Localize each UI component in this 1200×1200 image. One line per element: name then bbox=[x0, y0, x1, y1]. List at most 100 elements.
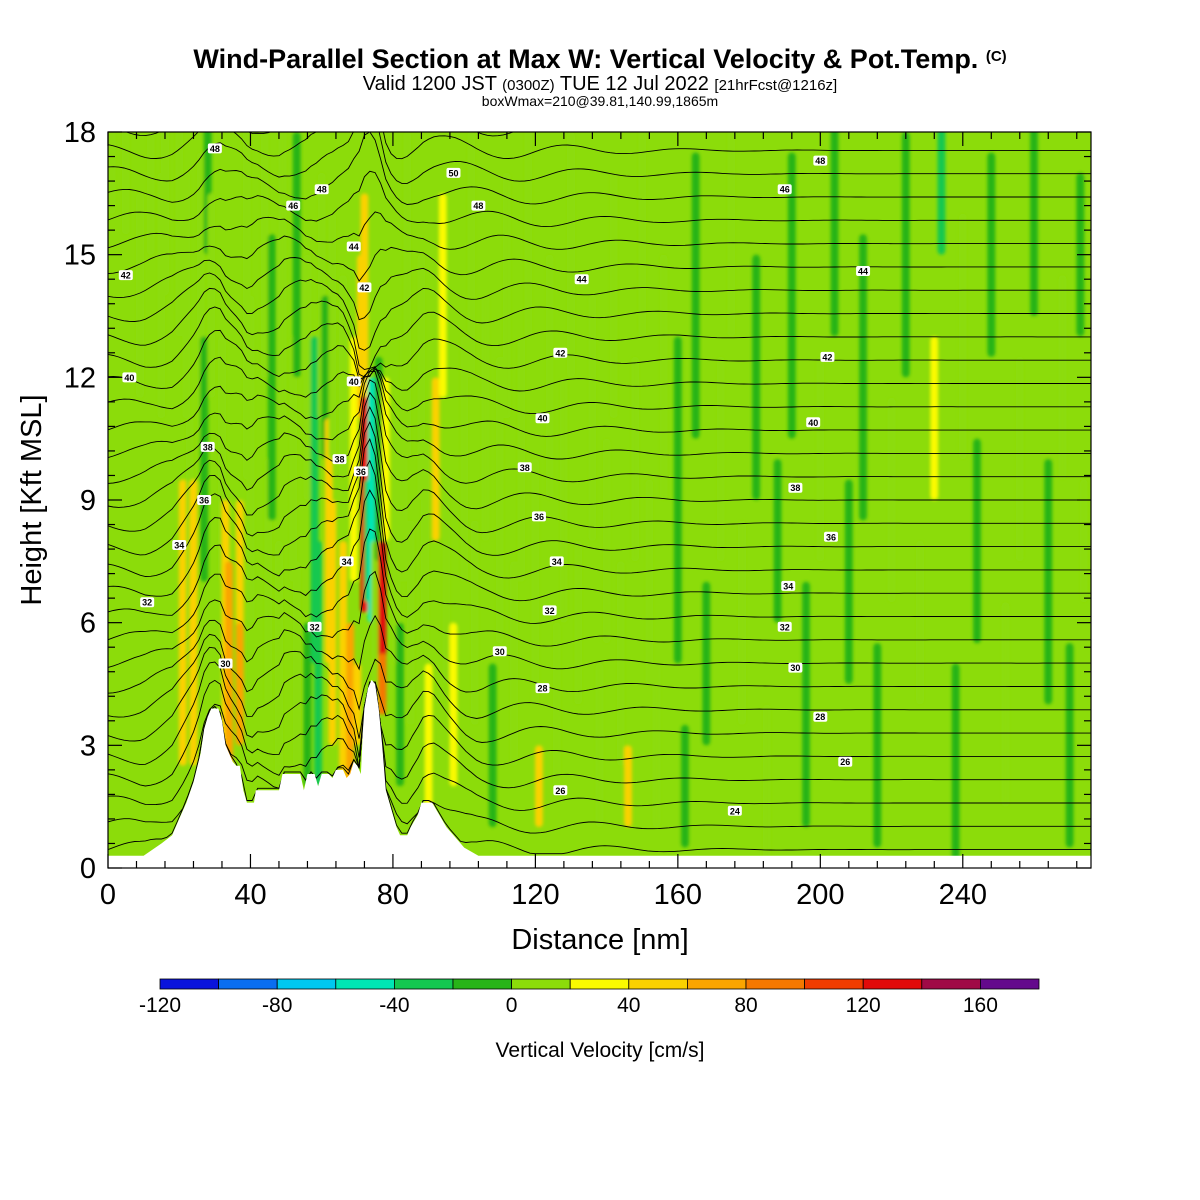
velocity-cell bbox=[292, 132, 301, 378]
isentrope-line bbox=[108, 257, 1091, 321]
contour-label-bg bbox=[531, 511, 546, 522]
contour-label-text: 32 bbox=[142, 598, 152, 608]
contour-label-text: 36 bbox=[199, 496, 209, 506]
velocity-cell bbox=[1001, 602, 1010, 807]
contour-label: 40 bbox=[122, 372, 137, 383]
x-axis-label: Distance [nm] bbox=[511, 924, 688, 956]
colorbar-segment bbox=[745, 978, 805, 990]
contour-labels: 48 46 42 40 38 36 34 32 30 48 44 42 40 38 36 34 32 50 48 44… bbox=[118, 143, 871, 816]
isentrope-line bbox=[108, 235, 1091, 282]
x-tick-label: 0 bbox=[100, 879, 116, 911]
x-tick-label: 160 bbox=[654, 879, 702, 911]
velocity-cell bbox=[303, 622, 312, 787]
velocity-cell bbox=[346, 622, 355, 787]
contour-label: 38 bbox=[788, 482, 803, 493]
isentrope-line bbox=[108, 211, 1091, 250]
velocity-cell bbox=[136, 193, 144, 398]
contour-label: 34 bbox=[781, 580, 796, 591]
contour-label-text: 30 bbox=[221, 659, 231, 669]
contour-label-text: 32 bbox=[310, 622, 320, 632]
contour-label-text: 36 bbox=[356, 467, 366, 477]
vertical-velocity-field bbox=[108, 132, 1088, 868]
contour-label: 48 bbox=[207, 143, 222, 154]
contour-label-bg bbox=[339, 556, 354, 567]
velocity-cell bbox=[787, 152, 796, 439]
contour-label-text: 44 bbox=[577, 275, 587, 285]
contour-label-bg bbox=[777, 621, 792, 632]
velocity-cell bbox=[830, 132, 839, 337]
contour-label: 32 bbox=[542, 605, 557, 616]
velocity-cell bbox=[424, 663, 433, 828]
isentrope-line bbox=[108, 421, 1091, 556]
contour-label-text: 38 bbox=[334, 455, 344, 465]
contour-label-bg bbox=[200, 441, 215, 452]
velocity-cell bbox=[303, 254, 312, 500]
isentrope-line bbox=[108, 437, 1091, 579]
contour-label-text: 42 bbox=[359, 283, 369, 293]
contour-label-bg bbox=[346, 376, 361, 387]
isentrope-line bbox=[108, 370, 1091, 460]
contour-label-bg bbox=[549, 556, 564, 567]
velocity-cell bbox=[916, 540, 924, 705]
contour-label: 48 bbox=[471, 200, 486, 211]
colorbar-segment bbox=[687, 978, 747, 990]
isentrope-line bbox=[108, 633, 1091, 719]
y-tick-label: 3 bbox=[80, 730, 96, 762]
colorbar-tick-label: 80 bbox=[734, 994, 757, 1017]
contour-label-text: 44 bbox=[858, 267, 868, 277]
isentrope-line bbox=[108, 132, 1091, 205]
velocity-cell bbox=[396, 622, 404, 787]
copyright-mark: (C) bbox=[985, 48, 1007, 65]
velocity-cell bbox=[517, 336, 526, 582]
x-tick-label: 200 bbox=[796, 879, 844, 911]
velocity-cell bbox=[108, 132, 116, 214]
y-tick-label: 0 bbox=[80, 853, 96, 885]
velocity-cell bbox=[602, 438, 611, 644]
contour-label: 48 bbox=[314, 184, 329, 195]
contour-label-bg bbox=[535, 683, 550, 694]
velocity-cell bbox=[773, 459, 782, 623]
velocity-cell bbox=[321, 295, 330, 460]
x-tick-label: 120 bbox=[511, 879, 559, 911]
colorbar-tick-label: -120 bbox=[139, 994, 181, 1017]
contour-label-text: 46 bbox=[288, 201, 298, 211]
x-axis: 0 40 80 120 160 200 240 bbox=[100, 132, 1078, 911]
contour-label-text: 42 bbox=[822, 352, 832, 362]
contour-label: 38 bbox=[332, 454, 347, 465]
contour-label-bg bbox=[535, 413, 550, 424]
velocity-cell bbox=[1044, 459, 1053, 705]
chart-title-text: Wind-Parallel Section at Max W: Vertical… bbox=[193, 44, 979, 74]
velocity-cell bbox=[403, 132, 412, 460]
contour-label: 26 bbox=[838, 756, 853, 767]
colorbar-tick-label: -80 bbox=[262, 994, 292, 1017]
isentrope-line bbox=[108, 405, 1091, 534]
colorbar-segment bbox=[511, 978, 571, 990]
velocity-cell bbox=[930, 336, 939, 500]
contour-label-bg bbox=[353, 466, 368, 477]
contour-label-bg bbox=[542, 605, 557, 616]
isentrope-line bbox=[108, 489, 1091, 624]
y-axis-label: Height [Kft MSL] bbox=[16, 394, 48, 605]
contour-label-bg bbox=[781, 580, 796, 591]
contour-label: 30 bbox=[788, 662, 803, 673]
isentrope-line bbox=[108, 661, 1091, 766]
contour-label-bg bbox=[446, 167, 461, 178]
contour-label-bg bbox=[118, 270, 133, 281]
contour-label: 46 bbox=[777, 184, 792, 195]
contour-label-bg bbox=[517, 462, 532, 473]
colorbar-segment bbox=[921, 978, 981, 990]
contour-label-text: 40 bbox=[124, 373, 134, 383]
valid-time-utc: (0300Z) bbox=[502, 77, 555, 94]
velocity-cell bbox=[1065, 643, 1074, 848]
contour-label-bg bbox=[197, 495, 212, 505]
velocity-cell bbox=[481, 295, 490, 541]
contour-label: 40 bbox=[535, 413, 550, 424]
velocity-cell bbox=[574, 540, 583, 705]
contour-label-text: 36 bbox=[826, 532, 836, 542]
x-tick-label: 40 bbox=[234, 879, 266, 911]
contour-label-bg bbox=[307, 621, 322, 632]
isentrope-line bbox=[108, 679, 1091, 789]
velocity-cell bbox=[738, 520, 746, 725]
colorbar-tick-label: 0 bbox=[506, 994, 518, 1017]
